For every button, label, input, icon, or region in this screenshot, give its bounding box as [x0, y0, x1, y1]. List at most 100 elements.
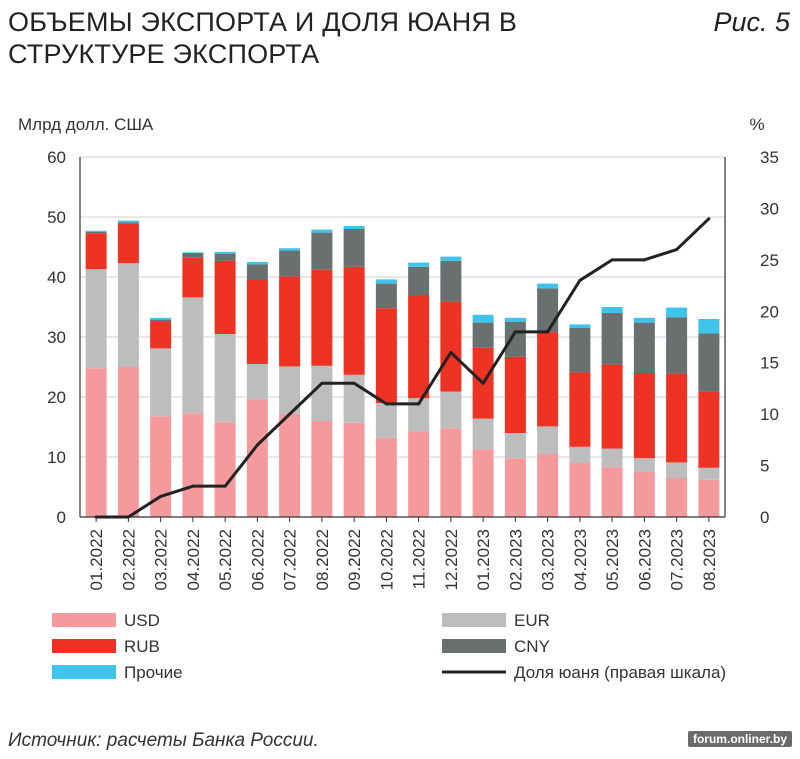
- line-point: [352, 381, 356, 385]
- bar-прочие: [633, 317, 655, 323]
- bar-cny: [150, 319, 172, 322]
- legend-swatch: [52, 665, 116, 679]
- legend-swatch: [52, 639, 116, 653]
- bar-eur: [698, 467, 720, 480]
- legend-label: USD: [124, 611, 160, 630]
- x-tick-label: 07.2022: [281, 529, 300, 590]
- bar-eur: [85, 269, 107, 369]
- line-series: [94, 217, 711, 519]
- line-point: [223, 484, 227, 488]
- x-tick-label: 09.2022: [345, 529, 364, 590]
- y2-tick-label: 25: [760, 251, 779, 270]
- bar-usd: [150, 416, 172, 517]
- bar-прочие: [214, 251, 236, 254]
- line-point: [159, 494, 163, 498]
- x-tick-label: 12.2022: [442, 529, 461, 590]
- line-point: [578, 278, 582, 282]
- x-tick-label: 05.2022: [216, 529, 235, 590]
- line-point: [546, 330, 550, 334]
- line-point: [513, 330, 517, 334]
- bar-прочие: [472, 314, 494, 323]
- line-point: [288, 412, 292, 416]
- legend-label: CNY: [514, 637, 550, 656]
- bar-rub: [633, 373, 655, 459]
- bar-rub: [698, 391, 720, 468]
- bar-cny: [537, 288, 559, 333]
- line-point: [417, 402, 421, 406]
- y-tick-label: 50: [47, 208, 66, 227]
- bar-usd: [569, 463, 591, 517]
- line-point: [675, 248, 679, 252]
- bar-прочие: [666, 307, 688, 318]
- bar-rub: [408, 295, 430, 399]
- bar-rub: [182, 257, 204, 298]
- bar-rub: [666, 373, 688, 463]
- line-cny-share: [96, 217, 710, 519]
- bar-usd: [504, 458, 526, 517]
- x-tick-label: 10.2022: [377, 529, 396, 590]
- y-tick-label: 20: [47, 388, 66, 407]
- legend: USD EUR RUB CNY Прочие Доля юаня (правая шкал…: [52, 611, 726, 682]
- y2-tick-label: 10: [760, 405, 779, 424]
- y2-tick-label: 30: [760, 199, 779, 218]
- bar-rub: [311, 269, 333, 366]
- chart-title: ОБЪЕМЫ ЭКСПОРТА И ДОЛЯ ЮАНЯ В СТРУКТУРЕ …: [8, 7, 518, 69]
- bar-eur: [311, 365, 333, 421]
- y2-tick-label: 35: [760, 148, 779, 167]
- bar-eur: [408, 398, 430, 432]
- legend-swatch: [442, 639, 506, 653]
- x-tick-label: 07.2023: [668, 529, 687, 590]
- bar-cny: [214, 253, 236, 261]
- bar-usd: [666, 478, 688, 517]
- bar-прочие: [182, 252, 204, 253]
- bar-rub: [504, 356, 526, 433]
- x-tick-label: 04.2022: [184, 529, 203, 590]
- bar-usd: [601, 467, 623, 517]
- bar-прочие: [117, 220, 139, 223]
- bar-rub: [150, 322, 172, 349]
- bar-usd: [698, 479, 720, 517]
- axes: 0 10 20 30 40 50 60 0 5 10 15 20 25 30 35 01.2022 02.202…: [47, 148, 779, 590]
- bar-cny: [246, 264, 268, 280]
- bar-group: [85, 220, 720, 517]
- bar-прочие: [698, 319, 720, 334]
- y-tick-label: 30: [47, 328, 66, 347]
- bar-прочие: [408, 262, 430, 267]
- x-tick-label: 11.2022: [410, 529, 429, 589]
- source-note: Источник: расчеты Банка России.: [8, 730, 319, 751]
- line-point: [481, 381, 485, 385]
- bar-usd: [182, 413, 204, 517]
- legend-swatch: [52, 613, 116, 627]
- bar-usd: [85, 368, 107, 517]
- bar-rub: [85, 233, 107, 270]
- bar-прочие: [85, 230, 107, 232]
- x-tick-label: 05.2023: [603, 529, 622, 590]
- bar-usd: [375, 437, 397, 517]
- x-tick-label: 03.2022: [152, 529, 171, 590]
- x-tick-label: 06.2022: [248, 529, 267, 590]
- grid-lines: [80, 156, 725, 458]
- x-tick-label: 06.2023: [635, 529, 654, 590]
- bar-eur: [246, 364, 268, 400]
- y-tick-label: 40: [47, 268, 66, 287]
- legend-swatch: [442, 613, 506, 627]
- bar-rub: [117, 223, 139, 264]
- bar-usd: [214, 422, 236, 517]
- bar-usd: [279, 413, 301, 517]
- bar-cny: [408, 266, 430, 295]
- bar-cny: [504, 322, 526, 357]
- bar-eur: [666, 462, 688, 478]
- bar-usd: [537, 454, 559, 517]
- bar-cny: [698, 333, 720, 392]
- bar-usd: [472, 449, 494, 517]
- watermark: forum.onliner.by: [687, 731, 792, 747]
- y-axis-label: Млрд долл. США: [18, 115, 154, 134]
- bar-rub: [246, 280, 268, 364]
- bar-usd: [408, 431, 430, 517]
- bar-прочие: [279, 248, 301, 251]
- bar-cny: [440, 260, 462, 302]
- x-tick-label: 02.2022: [119, 529, 138, 590]
- bar-eur: [117, 263, 139, 367]
- bar-cny: [633, 322, 655, 373]
- y2-tick-label: 5: [760, 457, 769, 476]
